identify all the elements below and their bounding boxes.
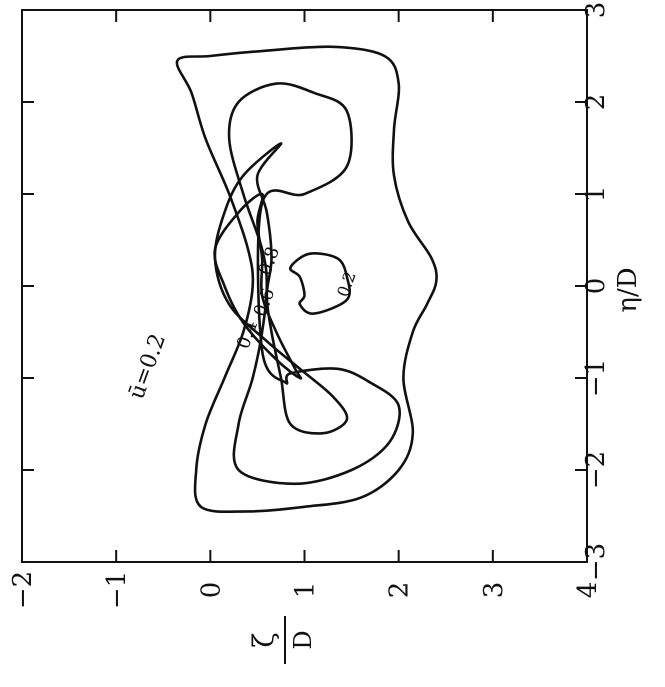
zeta-tick-labels: −2 −1 0 1 2 3 4 [8, 571, 603, 609]
zeta-tick-label: 3 [479, 582, 509, 599]
contour-label-0: ū=0.2 [124, 331, 171, 403]
contour-line-0 [175, 45, 438, 514]
eta-tick-label: −3 [581, 543, 611, 581]
zeta-tick-label: 2 [385, 582, 415, 599]
contour-labels: ū=0.2 0.40.60.80.2 [124, 244, 359, 403]
contour-line-2 [213, 142, 349, 435]
zeta-tick-label: 0 [196, 582, 226, 599]
eta-axis-label: η/D [613, 267, 643, 312]
contour-lines [175, 45, 438, 514]
tick-marks [22, 10, 587, 562]
contour-line-4 [288, 252, 352, 315]
eta-tick-label: 0 [581, 278, 611, 295]
eta-tick-label: 3 [581, 2, 611, 19]
contour-label-1: 0.4 [233, 318, 263, 352]
zeta-tick-label: −1 [102, 571, 132, 609]
eta-tick-label: −1 [581, 359, 611, 397]
contour-label-2: 0.6 [250, 285, 280, 319]
zeta-axis-denominator: D [289, 630, 317, 649]
contour-label-4: 0.2 [333, 269, 360, 299]
plot-frame [21, 9, 588, 563]
contour-line-1 [227, 82, 401, 486]
eta-tick-label: 2 [581, 94, 611, 111]
eta-tick-label: 1 [581, 186, 611, 203]
zeta-tick-label: 1 [291, 582, 321, 599]
zeta-axis-numerator: ζ [247, 632, 280, 647]
eta-tick-labels: −3 −2 −1 0 1 2 3 [581, 2, 611, 581]
eta-tick-label: −2 [581, 451, 611, 489]
zeta-tick-label: −2 [8, 571, 38, 609]
zeta-tick-label: 4 [573, 582, 603, 599]
contour-line-3 [213, 192, 303, 380]
zeta-axis-label: ζ D [247, 616, 317, 664]
